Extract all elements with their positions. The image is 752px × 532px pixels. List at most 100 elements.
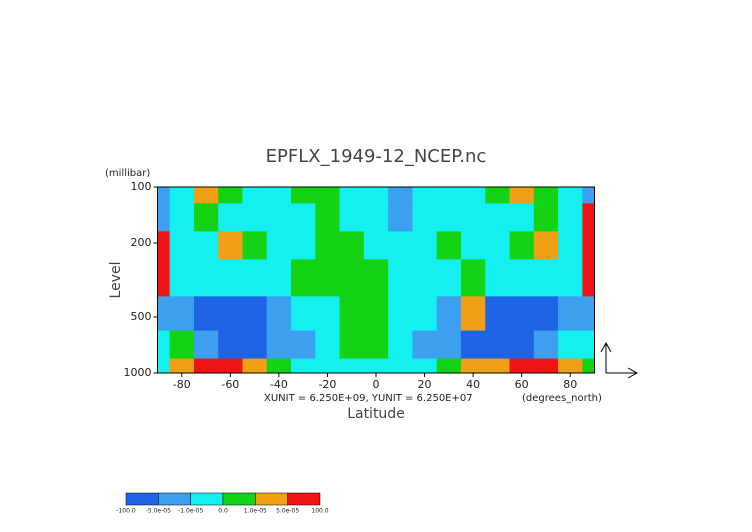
contour-cell: [218, 330, 243, 360]
contour-cell: [339, 187, 365, 204]
contour-cell: [157, 203, 171, 232]
contour-cell: [436, 187, 462, 204]
contour-cell: [169, 330, 195, 360]
contour-cell: [218, 296, 243, 332]
colorbar-label: 0.0: [218, 508, 228, 515]
contour-cell: [218, 259, 243, 297]
contour-cell: [485, 296, 511, 332]
y-tick-label: 100: [131, 180, 152, 193]
colorbar-swatch: [190, 492, 224, 506]
chart-title: EPFLX_1949-12_NCEP.nc: [266, 146, 487, 167]
contour-cell: [339, 358, 365, 374]
contour-cell: [533, 296, 559, 332]
contour-cell: [363, 203, 389, 232]
contour-cell: [460, 231, 486, 260]
contour-cell: [169, 231, 195, 260]
contour-cell: [169, 203, 195, 232]
contour-cell: [315, 296, 341, 332]
contour-cell: [388, 203, 413, 232]
contour-cell: [460, 296, 486, 332]
contour-cell: [582, 259, 595, 297]
contour-cell: [533, 358, 559, 374]
contour-cell: [315, 231, 341, 260]
contour-cell: [218, 203, 243, 232]
colorbar-swatch: [158, 492, 191, 506]
contour-cell: [509, 330, 535, 360]
contour-cell: [266, 358, 292, 374]
contour-cell: [242, 358, 268, 374]
contour-cell: [558, 203, 583, 232]
colorbar-label: 1.0e-05: [244, 508, 267, 515]
contour-cell: [193, 203, 219, 232]
contour-cell: [436, 259, 462, 297]
contour-field: [157, 187, 595, 374]
contour-cell: [388, 187, 413, 204]
contour-cell: [388, 330, 413, 360]
contour-cell: [169, 296, 195, 332]
contour-cell: [291, 231, 316, 260]
contour-cell: [582, 296, 595, 332]
contour-cell: [412, 203, 438, 232]
contour-cell: [388, 259, 413, 297]
contour-cell: [315, 187, 341, 204]
reference-vector: [600, 341, 639, 379]
contour-cell: [460, 330, 486, 360]
contour-cell: [266, 203, 292, 232]
x-tick-label: 80: [563, 378, 577, 391]
contour-cell: [266, 231, 292, 260]
x-axis-label: Latitude: [347, 406, 405, 422]
contour-cell: [339, 231, 365, 260]
y-unit-label: (millibar): [105, 168, 150, 179]
contour-cell: [157, 259, 171, 297]
contour-cell: [558, 259, 583, 297]
contour-cell: [485, 330, 511, 360]
x-tick-label: 60: [515, 378, 529, 391]
y-tick-label: 1000: [124, 366, 152, 379]
contour-cell: [242, 231, 268, 260]
contour-cell: [485, 203, 511, 232]
contour-cell: [242, 203, 268, 232]
ref-arrow-right: [606, 367, 639, 379]
contour-cell: [558, 296, 583, 332]
contour-cell: [436, 203, 462, 232]
contour-cell: [193, 296, 219, 332]
contour-cell: [315, 330, 341, 360]
contour-cell: [533, 330, 559, 360]
contour-cell: [509, 187, 535, 204]
contour-cell: [509, 259, 535, 297]
contour-cell: [412, 231, 438, 260]
contour-cell: [388, 358, 413, 374]
contour-cell: [363, 296, 389, 332]
x-tick-label: -40: [270, 378, 288, 391]
contour-cell: [157, 330, 171, 360]
contour-cell: [412, 358, 438, 374]
contour-cell: [291, 259, 316, 297]
contour-cell: [460, 358, 486, 374]
contour-cell: [509, 358, 535, 374]
contour-cell: [169, 187, 195, 204]
contour-cell: [157, 296, 171, 332]
contour-cell: [242, 296, 268, 332]
contour-cell: [558, 330, 583, 360]
ref-arrow-up: [600, 341, 612, 373]
contour-cell: [169, 259, 195, 297]
contour-cell: [157, 358, 171, 374]
contour-cell: [582, 231, 595, 260]
contour-cell: [509, 203, 535, 232]
y-axis-label: Level: [108, 262, 124, 299]
x-tick-label: -20: [318, 378, 336, 391]
contour-cell: [582, 203, 595, 232]
contour-cell: [412, 187, 438, 204]
contour-cell: [558, 187, 583, 204]
colorbar-label: -100.0: [116, 508, 136, 515]
contour-cell: [339, 296, 365, 332]
contour-cell: [291, 296, 316, 332]
contour-cell: [485, 259, 511, 297]
contour-cell: [558, 358, 583, 374]
contour-cell: [363, 231, 389, 260]
contour-cell: [169, 358, 195, 374]
contour-cell: [363, 358, 389, 374]
contour-cell: [412, 259, 438, 297]
contour-cell: [558, 231, 583, 260]
